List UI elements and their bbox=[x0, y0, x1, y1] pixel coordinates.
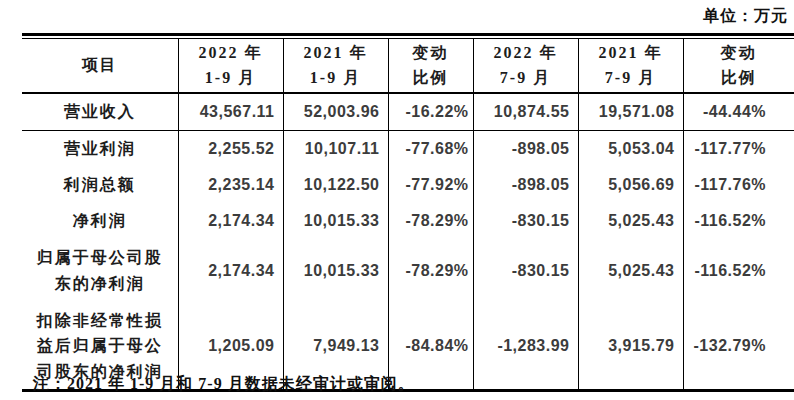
footnote: 注：2021 年 1-9 月和 7-9 月数据未经审计或审阅。 bbox=[33, 374, 415, 395]
header-line: 变动 bbox=[389, 41, 473, 66]
value-cell: -830.15 bbox=[473, 203, 578, 239]
financial-comparison-table: 项目 2022 年 1-9 月 2021 年 1-9 月 变动 比例 bbox=[22, 33, 794, 392]
value-cell: -117.76% bbox=[683, 167, 794, 203]
column-header-2021-q3: 2021 年 7-9 月 bbox=[578, 39, 683, 93]
value-cell: 2,235.14 bbox=[178, 167, 283, 203]
column-header-item: 项目 bbox=[22, 39, 178, 93]
table-top-thick-rule bbox=[22, 33, 794, 36]
value-cell: 5,025.43 bbox=[578, 239, 683, 303]
value-cell: -78.29% bbox=[388, 239, 473, 303]
table-row-total-profit: 利润总额 2,235.14 10,122.50 -77.92% -898.05 … bbox=[22, 167, 794, 203]
header-line: 7-9 月 bbox=[474, 66, 578, 91]
value-cell: -16.22% bbox=[388, 93, 473, 131]
value-cell: 10,015.33 bbox=[283, 239, 388, 303]
value-cell: 3,915.79 bbox=[578, 303, 683, 391]
column-header-2021-ytd: 2021 年 1-9 月 bbox=[283, 39, 388, 93]
row-label: 归属于母公司股东的净利润 bbox=[22, 239, 178, 303]
header-line: 比例 bbox=[389, 66, 473, 91]
comparison-table: 项目 2022 年 1-9 月 2021 年 1-9 月 变动 比例 bbox=[22, 39, 794, 392]
header-line: 7-9 月 bbox=[579, 66, 683, 91]
header-line: 1-9 月 bbox=[284, 66, 388, 91]
value-cell: 19,571.08 bbox=[578, 93, 683, 131]
value-cell: 10,015.33 bbox=[283, 203, 388, 239]
value-cell: -77.68% bbox=[388, 131, 473, 168]
header-line: 比例 bbox=[684, 66, 794, 91]
value-cell: 10,122.50 bbox=[283, 167, 388, 203]
financial-report-page: 单位：万元 项目 2022 年 1-9 月 bbox=[0, 0, 794, 400]
value-cell: 5,025.43 bbox=[578, 203, 683, 239]
row-label: 营业收入 bbox=[22, 93, 178, 131]
column-header-change-q3: 变动 比例 bbox=[683, 39, 794, 93]
value-cell: 2,255.52 bbox=[178, 131, 283, 168]
row-label: 利润总额 bbox=[22, 167, 178, 203]
value-cell: -117.77% bbox=[683, 131, 794, 168]
value-cell: -898.05 bbox=[473, 167, 578, 203]
value-cell: 2,174.34 bbox=[178, 203, 283, 239]
value-cell: 10,107.11 bbox=[283, 131, 388, 168]
column-header-2022-ytd: 2022 年 1-9 月 bbox=[178, 39, 283, 93]
table-row-net-profit: 净利润 2,174.34 10,015.33 -78.29% -830.15 5… bbox=[22, 203, 794, 239]
value-cell: -116.52% bbox=[683, 239, 794, 303]
row-label: 净利润 bbox=[22, 203, 178, 239]
header-line: 变动 bbox=[684, 41, 794, 66]
table-row-operating-profit: 营业利润 2,255.52 10,107.11 -77.68% -898.05 … bbox=[22, 131, 794, 168]
value-cell: 52,003.96 bbox=[283, 93, 388, 131]
value-cell: -78.29% bbox=[388, 203, 473, 239]
table-row-net-profit-to-parent: 归属于母公司股东的净利润 2,174.34 10,015.33 -78.29% … bbox=[22, 239, 794, 303]
header-line: 2021 年 bbox=[284, 41, 388, 66]
header-line: 1-9 月 bbox=[179, 66, 283, 91]
value-cell: -132.79% bbox=[683, 303, 794, 391]
header-row: 项目 2022 年 1-9 月 2021 年 1-9 月 变动 比例 bbox=[22, 39, 794, 93]
value-cell: 43,567.11 bbox=[178, 93, 283, 131]
row-label: 营业利润 bbox=[22, 131, 178, 168]
value-cell: 5,056.69 bbox=[578, 167, 683, 203]
unit-label: 单位：万元 bbox=[703, 6, 788, 27]
header-line: 2021 年 bbox=[579, 41, 683, 66]
table-row-operating-revenue: 营业收入 43,567.11 52,003.96 -16.22% 10,874.… bbox=[22, 93, 794, 131]
value-cell: -44.44% bbox=[683, 93, 794, 131]
value-cell: -77.92% bbox=[388, 167, 473, 203]
header-line: 项目 bbox=[22, 53, 178, 78]
value-cell: -116.52% bbox=[683, 203, 794, 239]
header-line: 2022 年 bbox=[474, 41, 578, 66]
value-cell: -1,283.99 bbox=[473, 303, 578, 391]
value-cell: -898.05 bbox=[473, 131, 578, 168]
value-cell: 10,874.55 bbox=[473, 93, 578, 131]
value-cell: 2,174.34 bbox=[178, 239, 283, 303]
header-line: 2022 年 bbox=[179, 41, 283, 66]
column-header-change-ytd: 变动 比例 bbox=[388, 39, 473, 93]
column-header-2022-q3: 2022 年 7-9 月 bbox=[473, 39, 578, 93]
value-cell: -830.15 bbox=[473, 239, 578, 303]
value-cell: 5,053.04 bbox=[578, 131, 683, 168]
